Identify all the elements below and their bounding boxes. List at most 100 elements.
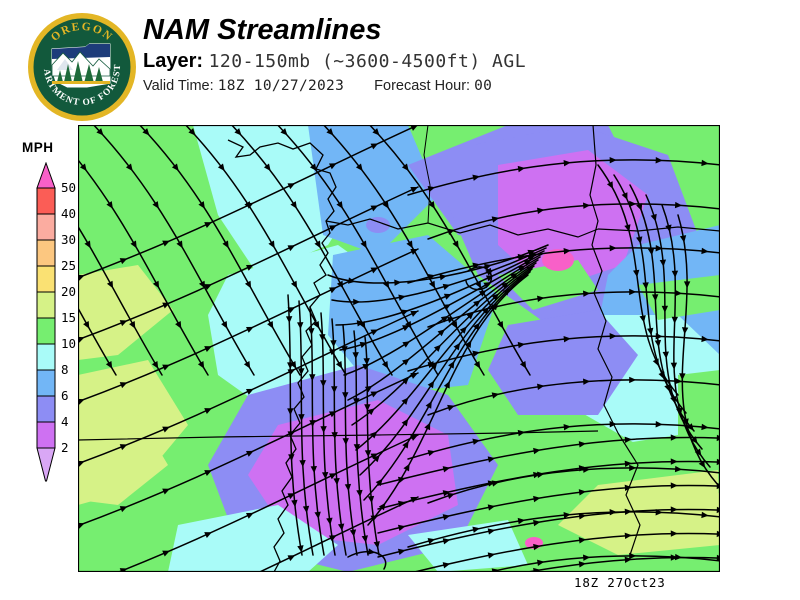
streamline-arrow	[427, 380, 435, 389]
streamline-arrow	[654, 339, 662, 348]
streamline-arrow	[497, 321, 504, 329]
speed-max-speck	[542, 249, 574, 271]
streamline	[411, 532, 720, 572]
speed-contour-region	[366, 217, 390, 233]
streamline-arrow	[609, 332, 617, 340]
streamline-arrow	[683, 281, 691, 289]
streamline-arrow	[402, 440, 409, 449]
streamline-arrow	[400, 309, 409, 316]
streamline-arrow	[326, 128, 334, 136]
legend-band	[36, 343, 56, 371]
streamline-arrow	[234, 128, 242, 136]
streamline-arrow	[655, 245, 663, 252]
streamline-arrow	[246, 326, 254, 333]
streamline-arrow	[624, 508, 632, 515]
streamline-arrow	[452, 240, 459, 249]
streamline-arrow	[609, 244, 617, 252]
map-timestamp-stamp: 18Z 27Oct23	[574, 575, 666, 590]
streamline-arrow	[633, 269, 640, 278]
streamline	[364, 336, 380, 556]
streamline	[230, 125, 393, 376]
legend-band	[36, 187, 56, 215]
streamline-arrow	[403, 463, 410, 472]
streamline-arrow	[671, 316, 679, 324]
streamline-arrow	[491, 293, 499, 301]
streamline-arrow	[629, 288, 637, 296]
streamline-arrow	[142, 128, 150, 136]
streamline-arrow	[716, 506, 720, 514]
streamline-arrow	[353, 298, 361, 306]
streamline-arrow	[670, 554, 678, 561]
streamline-arrow	[716, 434, 720, 442]
streamline-arrow	[428, 280, 436, 289]
streamline-arrow	[679, 235, 687, 243]
streamline-arrow	[406, 240, 413, 249]
streamline-arrow	[298, 414, 305, 422]
streamline-arrow	[119, 258, 128, 265]
streamline-arrow	[694, 448, 702, 457]
streamline	[138, 125, 301, 376]
streamline-arrow	[676, 407, 683, 416]
streamline-arrow	[701, 159, 709, 167]
streamline-arrow	[447, 316, 455, 323]
streamline-arrow	[670, 506, 678, 513]
streamline-arrow	[681, 327, 689, 335]
streamline-arrow	[222, 240, 229, 249]
streamline-arrow	[363, 358, 370, 366]
streamline-arrow	[674, 201, 683, 209]
streamline-arrow	[287, 408, 294, 416]
streamline-arrow	[355, 163, 363, 171]
streamline-arrow	[671, 270, 679, 278]
streamline-arrow	[472, 350, 480, 357]
header-block: NAM Streamlines Layer: 120-150mb (~3600-…	[143, 16, 783, 95]
streamline-arrow	[472, 174, 480, 181]
streamline-arrow	[427, 449, 436, 457]
streamline-arrow	[353, 444, 361, 452]
streamline-arrow	[204, 408, 212, 414]
nam-streamline-map[interactable]	[78, 125, 720, 572]
streamline-arrow	[533, 519, 541, 527]
streamline-arrow	[330, 340, 337, 348]
streamline-arrow	[690, 436, 698, 444]
streamline-arrow	[162, 550, 170, 557]
streamline-arrow	[533, 447, 541, 455]
streamline-arrow	[287, 369, 296, 376]
streamline-arrow	[402, 325, 410, 332]
streamline-arrow	[624, 436, 632, 443]
streamline-arrow	[537, 207, 545, 214]
streamline-arrow	[624, 484, 632, 491]
streamline-arrow	[537, 295, 545, 302]
streamline-arrow	[491, 392, 500, 399]
streamline-arrow	[629, 376, 637, 384]
streamline	[363, 271, 531, 501]
streamline-arrow	[329, 225, 337, 232]
streamline-arrow	[297, 322, 304, 330]
streamlines-layer	[78, 125, 720, 572]
legend-band	[36, 213, 56, 241]
streamline-arrow	[425, 401, 432, 409]
streamline-arrow	[130, 240, 137, 249]
streamline-arrow	[515, 275, 523, 283]
layer-line: Layer: 120-150mb (~3600-4500ft) AGL	[143, 51, 783, 72]
streamline-arrow	[670, 458, 678, 465]
layer-value: 120-150mb (~3600-4500ft) AGL	[208, 51, 527, 72]
streamline-arrow	[162, 488, 170, 495]
streamline-arrow	[370, 267, 379, 274]
streamline-arrow	[537, 383, 545, 390]
speed-contour-region	[78, 265, 173, 360]
streamline-arrow	[244, 280, 252, 289]
streamline-arrow	[410, 125, 418, 131]
streamline-arrow	[397, 476, 406, 483]
geo-boundary	[325, 218, 599, 238]
streamline-arrow	[473, 300, 481, 308]
streamline-arrow	[517, 341, 526, 349]
streamline-arrow	[309, 420, 316, 428]
streamline-arrow	[291, 499, 298, 508]
streamline-arrow	[523, 259, 532, 266]
streamline-arrow	[364, 450, 372, 458]
streamline-arrow	[329, 287, 337, 294]
streamline-arrow	[285, 316, 293, 324]
streamline-arrow	[356, 489, 363, 498]
streamline-arrow	[442, 466, 451, 473]
streamline-arrow	[314, 511, 321, 519]
